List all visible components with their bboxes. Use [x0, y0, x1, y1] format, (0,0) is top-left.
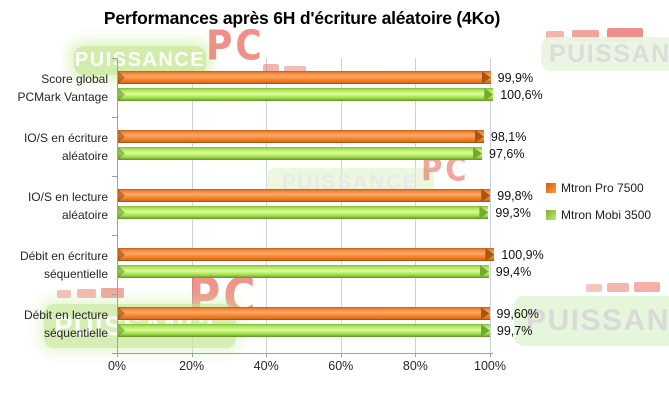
- value-label: 100,9%: [501, 247, 544, 262]
- bar-mtron-pro-7500: [118, 248, 495, 261]
- chart-title: Performances après 6H d'écriture aléatoi…: [103, 8, 501, 28]
- x-axis-tick-label: 80%: [402, 359, 428, 373]
- category-label: IO/S en lecture aléatoire: [27, 189, 108, 222]
- value-label: 99,9%: [497, 70, 534, 85]
- x-axis-tick: [415, 353, 417, 357]
- watermark-red-dash: [607, 28, 643, 42]
- y-axis-tick: [112, 235, 117, 236]
- value-label: 99,8%: [497, 188, 533, 203]
- legend-label: Mtron Mobi 3500: [561, 208, 652, 222]
- bar-mtron-pro-7500: [118, 71, 491, 84]
- watermark-red-dash: [634, 282, 660, 292]
- bar-mtron-mobi-3500: [118, 88, 494, 101]
- gridline: [490, 58, 491, 353]
- y-axis-tick: [112, 117, 117, 118]
- x-axis-tick-label: 60%: [328, 359, 354, 373]
- value-label: 97,6%: [489, 146, 525, 161]
- legend-item: Mtron Mobi 3500: [546, 208, 651, 222]
- x-axis-tick: [191, 353, 193, 357]
- x-axis-tick-label: 20%: [179, 359, 205, 373]
- watermark-puissancepc-logo: PUISSAN: [541, 37, 669, 71]
- value-label: 99,60%: [496, 306, 539, 321]
- x-axis-tick: [266, 353, 268, 357]
- bar-mtron-mobi-3500: [118, 324, 490, 337]
- bar-mtron-mobi-3500: [118, 265, 489, 278]
- category-label: IO/S en écriture aléatoire: [23, 130, 108, 163]
- x-axis-tick: [490, 353, 491, 357]
- bar-mtron-pro-7500: [118, 130, 484, 143]
- bar-mtron-pro-7500: [118, 189, 491, 202]
- watermark-red-dash: [607, 283, 629, 292]
- watermark-pc-letters: PC: [206, 22, 265, 71]
- category-label: Débit en écriture séquentielle: [19, 248, 108, 281]
- y-axis-tick: [112, 176, 117, 177]
- watermark-red-dash: [546, 31, 564, 40]
- legend: Mtron Pro 7500 Mtron Mobi 3500: [546, 181, 651, 235]
- x-axis-tick: [340, 353, 342, 357]
- x-axis-tick-label: 40%: [253, 359, 279, 373]
- bar-mtron-mobi-3500: [118, 147, 483, 160]
- legend-item: Mtron Pro 7500: [546, 181, 651, 195]
- watermark-red-dash: [572, 30, 599, 41]
- x-axis-tick-label: 0%: [107, 359, 127, 373]
- watermark-red-dash: [586, 284, 602, 292]
- value-label: 99,3%: [495, 205, 531, 220]
- legend-label: Mtron Pro 7500: [561, 181, 644, 195]
- x-axis-line: [112, 353, 493, 354]
- value-label: 98,1%: [490, 129, 527, 144]
- value-label: 100,6%: [500, 87, 543, 102]
- x-axis-tick: [117, 353, 118, 357]
- watermark-puissancepc-logo: PUISSAN: [514, 296, 669, 346]
- value-label: 99,7%: [496, 323, 533, 338]
- category-label: Débit en lecture séquentielle: [23, 307, 108, 340]
- bar-mtron-mobi-3500: [118, 206, 489, 219]
- legend-swatch-icon: [546, 210, 556, 220]
- x-axis-tick-label: 100%: [474, 359, 506, 373]
- legend-swatch-icon: [546, 183, 556, 193]
- bar-mtron-pro-7500: [118, 307, 490, 320]
- category-label: Score global PCMark Vantage: [17, 71, 109, 104]
- value-label: 99,4%: [495, 264, 532, 279]
